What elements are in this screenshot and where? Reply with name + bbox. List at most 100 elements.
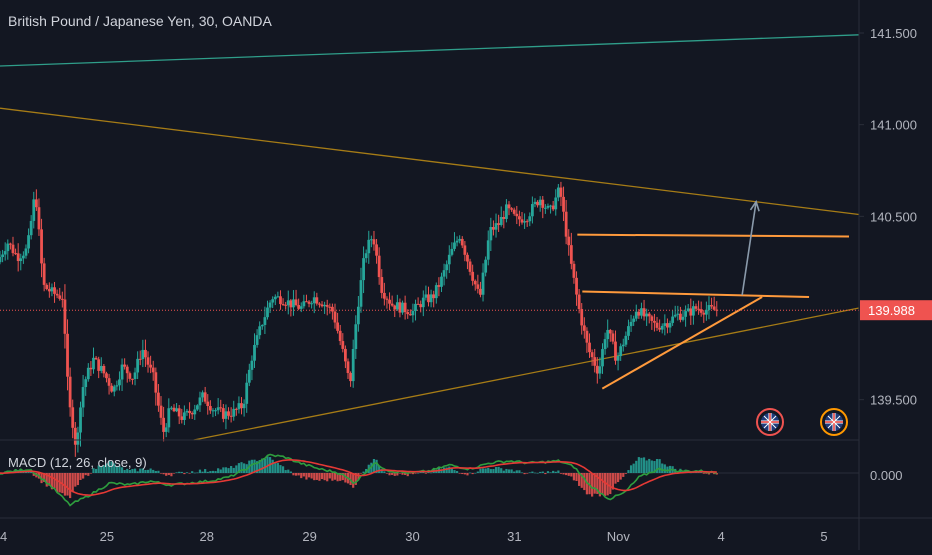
candle-body (294, 299, 298, 306)
trendline-resistance-top (0, 34, 860, 67)
candle-body (528, 216, 532, 222)
macd-histogram-bar (175, 472, 178, 473)
macd-histogram-bar (663, 464, 666, 473)
candle-body (556, 187, 560, 198)
candle-body (68, 376, 72, 408)
macd-histogram-bar (619, 473, 622, 480)
candle-body (341, 341, 345, 349)
candle-body (468, 261, 472, 272)
candle-body (16, 253, 20, 262)
time-tick-label: 4 (718, 529, 725, 544)
candle-body (679, 313, 682, 320)
candle-body (271, 299, 275, 303)
candle-body (232, 408, 236, 417)
macd-histogram-bar (515, 470, 518, 473)
macd-histogram-bar (141, 468, 144, 473)
macd-histogram-bar (580, 473, 583, 488)
macd-histogram-bar (198, 469, 202, 473)
macd-histogram-bar (429, 472, 433, 474)
candle-body (460, 238, 464, 246)
macd-histogram-bar (45, 473, 48, 487)
candle-body (203, 392, 207, 402)
macd-histogram-bar (154, 470, 157, 473)
candle-body (619, 346, 623, 357)
candle-body (673, 314, 677, 317)
candle-body (367, 239, 371, 254)
macd-histogram-bar (300, 473, 303, 479)
macd-histogram-bar (131, 468, 134, 473)
candle-body (242, 403, 246, 409)
candle-body (58, 295, 62, 299)
candle-body (34, 199, 38, 208)
candle-body (369, 239, 373, 241)
candle-body (377, 255, 381, 278)
macd-histogram-bar (323, 473, 326, 481)
macd-histogram-bar (100, 466, 103, 473)
macd-histogram-bar (214, 471, 217, 473)
macd-histogram-bar (572, 473, 576, 481)
macd-histogram-bar (297, 473, 300, 476)
candle-body (637, 311, 641, 316)
macd-histogram-bar (289, 471, 292, 473)
candle-body (634, 311, 638, 319)
macd-histogram-bar (66, 473, 69, 496)
candle-body (328, 306, 332, 308)
candle-body (382, 292, 386, 299)
candle-body (541, 199, 545, 208)
macd-histogram-bar (310, 473, 313, 479)
macd-histogram-bar (448, 466, 451, 473)
candle-body (684, 311, 688, 317)
candle-body (608, 329, 612, 334)
candle-body (702, 312, 706, 315)
candle-body (416, 303, 420, 305)
price-tick-label: 141.500 (870, 26, 917, 41)
candle-body (211, 410, 215, 412)
macd-histogram-bar (53, 473, 56, 489)
macd-histogram-bar (544, 473, 547, 475)
candle-body (585, 330, 589, 343)
macd-histogram-bar (328, 473, 331, 479)
macd-histogram-bar (453, 470, 456, 473)
candle-body (349, 373, 352, 382)
macd-histogram-bar (107, 460, 111, 473)
candle-body (624, 335, 628, 345)
macd-histogram-bar (331, 473, 334, 481)
macd-histogram-bar (487, 467, 490, 473)
macd-histogram-bar (559, 473, 563, 474)
macd-histogram-bar (513, 471, 516, 473)
candle-body (653, 320, 656, 323)
candle-body (362, 258, 365, 281)
candle-body (263, 317, 267, 325)
candle-body (681, 316, 685, 320)
macd-histogram-bar (292, 473, 295, 476)
candle-body (559, 187, 563, 197)
macd-histogram-bar (526, 473, 529, 474)
candle-body (177, 408, 181, 417)
candle-body (50, 287, 54, 292)
macd-histogram-bar (533, 472, 537, 474)
candle-body (650, 316, 654, 321)
candle-body (536, 201, 539, 206)
time-tick-label: 5 (820, 529, 827, 544)
candle-body (484, 259, 488, 273)
uk-flag-icon[interactable] (756, 408, 784, 436)
candle-body (364, 253, 368, 259)
candle-body (185, 410, 189, 413)
macd-histogram-bar (256, 461, 259, 473)
candle-body (164, 427, 168, 432)
macd-histogram-bar (632, 463, 635, 473)
uk-flag-icon[interactable] (820, 408, 848, 436)
macd-histogram-bar (380, 469, 383, 473)
macd-histogram-bar (645, 460, 648, 473)
macd-histogram-bar (185, 472, 189, 473)
macd-histogram-bar (648, 458, 651, 473)
candle-body (414, 303, 417, 311)
macd-histogram-bar (541, 471, 544, 473)
macd-histogram-bar (372, 459, 376, 473)
macd-histogram-bar (497, 466, 500, 473)
macd-histogram-bar (635, 460, 638, 473)
candle-body (502, 217, 506, 219)
candle-body (551, 205, 555, 210)
